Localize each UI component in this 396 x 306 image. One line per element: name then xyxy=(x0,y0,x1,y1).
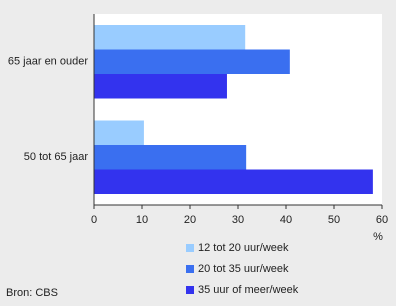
x-tick-label: 50 xyxy=(328,214,340,226)
bar xyxy=(94,49,290,74)
source: Bron: CBS xyxy=(6,287,58,299)
bar xyxy=(94,120,144,145)
legend-swatch xyxy=(186,244,194,252)
x-tick-label: 40 xyxy=(280,214,292,226)
x-tick-label: 60 xyxy=(376,214,388,226)
x-tick-label: 20 xyxy=(184,214,196,226)
x-axis-label: % xyxy=(373,231,383,243)
legend-swatch xyxy=(186,265,194,273)
x-tick-label: 10 xyxy=(136,214,148,226)
legend-label: 20 tot 35 uur/week xyxy=(198,263,289,275)
legend-label: 12 tot 20 uur/week xyxy=(198,242,289,254)
x-tick-label: 0 xyxy=(91,214,97,226)
legend-swatch xyxy=(186,286,194,294)
bar xyxy=(94,74,227,99)
y-tick-label: 50 tot 65 jaar xyxy=(24,151,89,163)
y-tick-label: 65 jaar en ouder xyxy=(8,56,88,68)
bar xyxy=(94,169,373,194)
x-tick-label: 30 xyxy=(232,214,244,226)
bar xyxy=(94,25,246,50)
bar xyxy=(94,145,247,170)
legend-label: 35 uur of meer/week xyxy=(198,284,299,296)
